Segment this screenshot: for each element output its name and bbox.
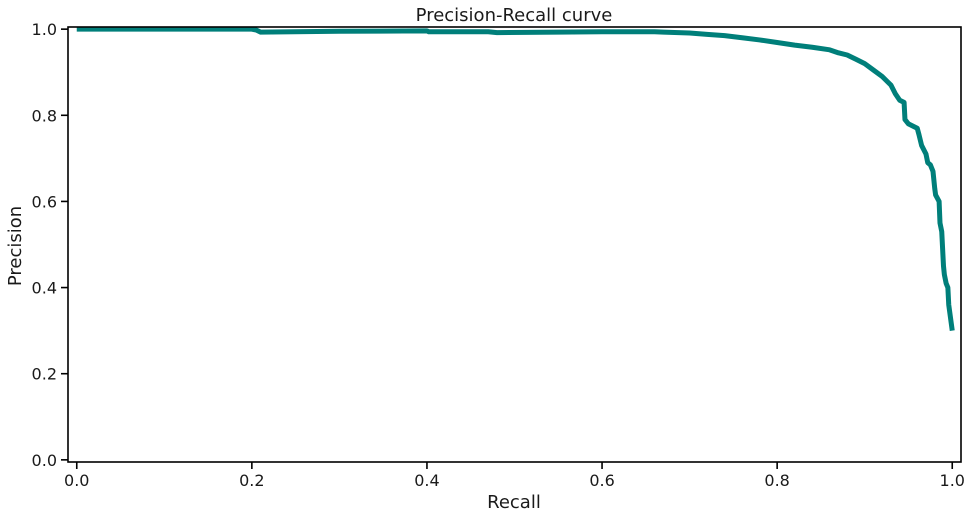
x-tick-label: 0.2 [239,471,264,490]
x-tick-label: 0.8 [764,471,789,490]
y-axis-label: Precision [5,206,26,286]
x-tick-label: 0.0 [64,471,89,490]
y-tick-label: 0.0 [32,451,57,470]
y-tick-label: 1.0 [32,20,57,39]
series-line-0 [76,26,955,331]
x-tick-label: 1.0 [940,471,965,490]
axes-frame [67,26,962,463]
y-tick-label: 0.6 [32,192,57,211]
x-axis-label: Recall [487,492,541,513]
y-tick-label: 0.4 [32,279,57,298]
plot-area [67,26,962,463]
y-tick-label: 0.8 [32,106,57,125]
x-tick-label: 0.6 [589,471,614,490]
y-axis: 0.0 0.2 0.4 0.6 0.8 1.0 [32,20,68,470]
x-axis: 0.0 0.2 0.4 0.6 0.8 1.0 [64,462,965,490]
y-tick-label: 0.2 [32,365,57,384]
x-tick-label: 0.4 [414,471,439,490]
chart-title: Precision-Recall curve [416,5,613,26]
